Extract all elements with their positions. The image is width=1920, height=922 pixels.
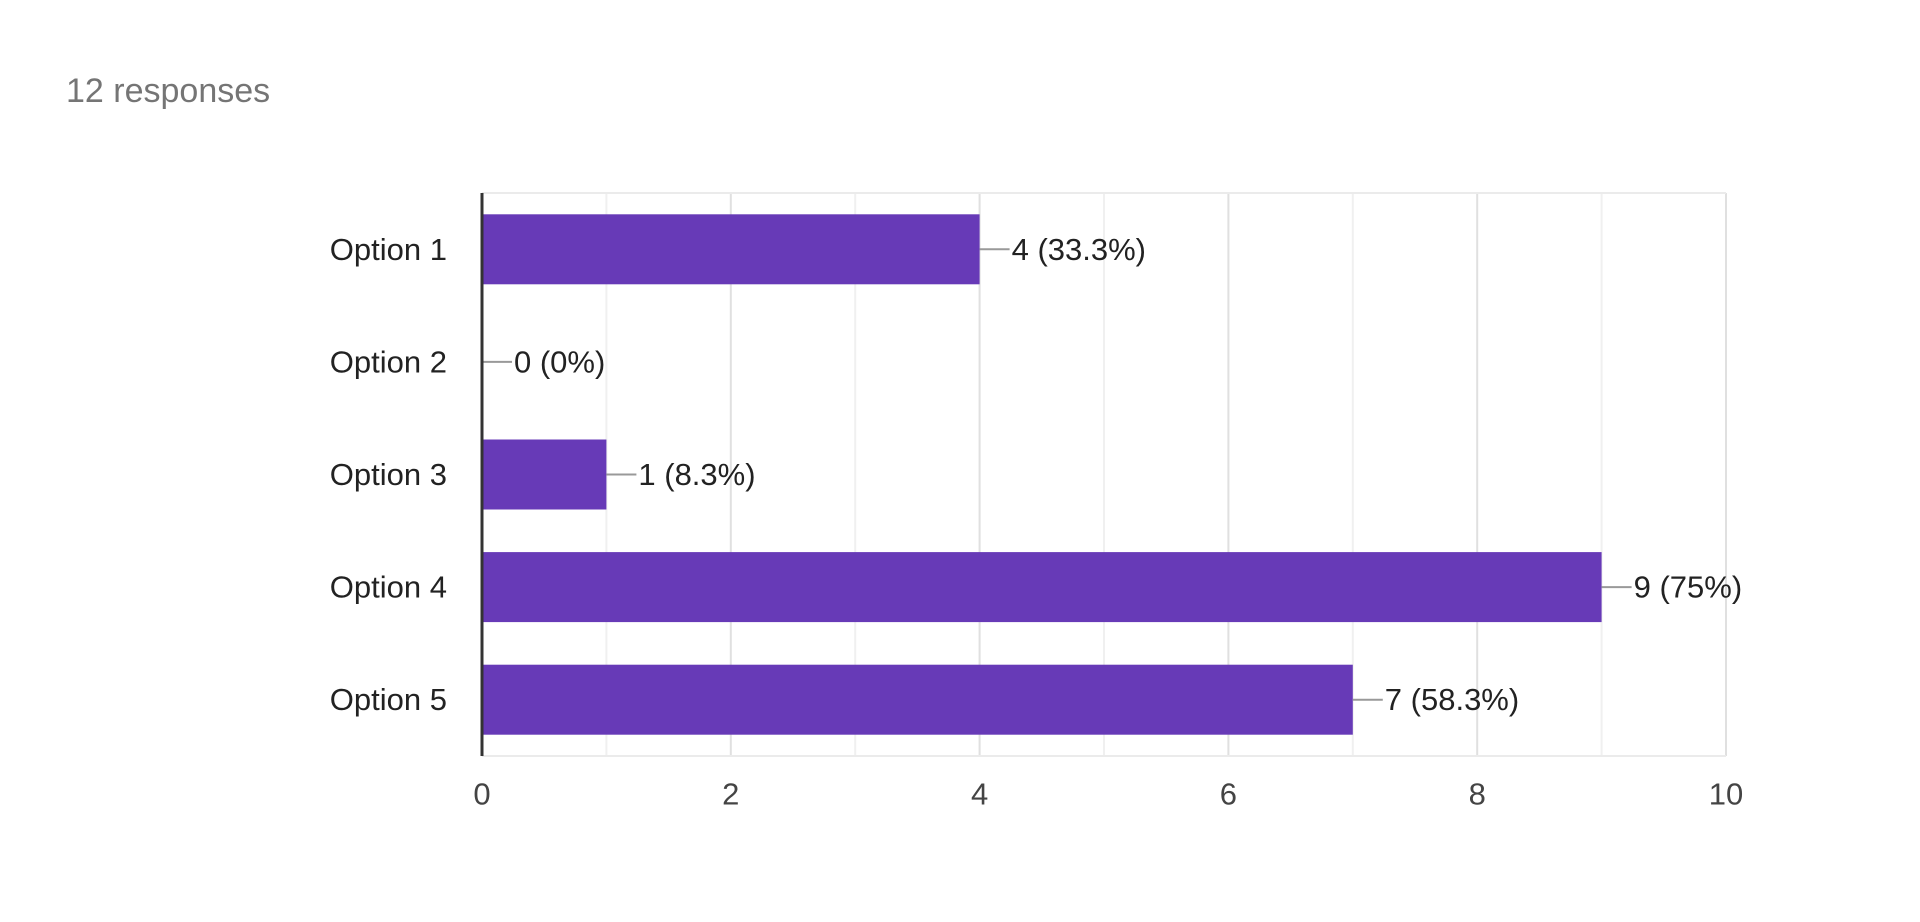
data-label: 1 (8.3%) [638, 457, 755, 492]
x-tick-label: 6 [1220, 777, 1237, 812]
data-label: 7 (58.3%) [1385, 682, 1519, 717]
x-tick-label: 10 [1709, 777, 1743, 812]
responses-count: 12 responses [66, 72, 271, 110]
category-label: Option 5 [330, 682, 447, 717]
category-label: Option 4 [330, 570, 447, 605]
x-tick-label: 2 [722, 777, 739, 812]
bar [482, 664, 1353, 735]
data-label: 0 (0%) [514, 344, 605, 379]
bar [482, 214, 980, 285]
data-label: 9 (75%) [1634, 570, 1743, 605]
bar [482, 439, 607, 510]
data-label: 4 (33.3%) [1012, 232, 1146, 267]
x-tick-label: 4 [971, 777, 988, 812]
x-tick-label: 8 [1469, 777, 1486, 812]
x-tick-label: 0 [473, 777, 490, 812]
category-label: Option 1 [330, 232, 447, 267]
bar [482, 552, 1602, 623]
category-label: Option 3 [330, 457, 447, 492]
category-label: Option 2 [330, 344, 447, 379]
